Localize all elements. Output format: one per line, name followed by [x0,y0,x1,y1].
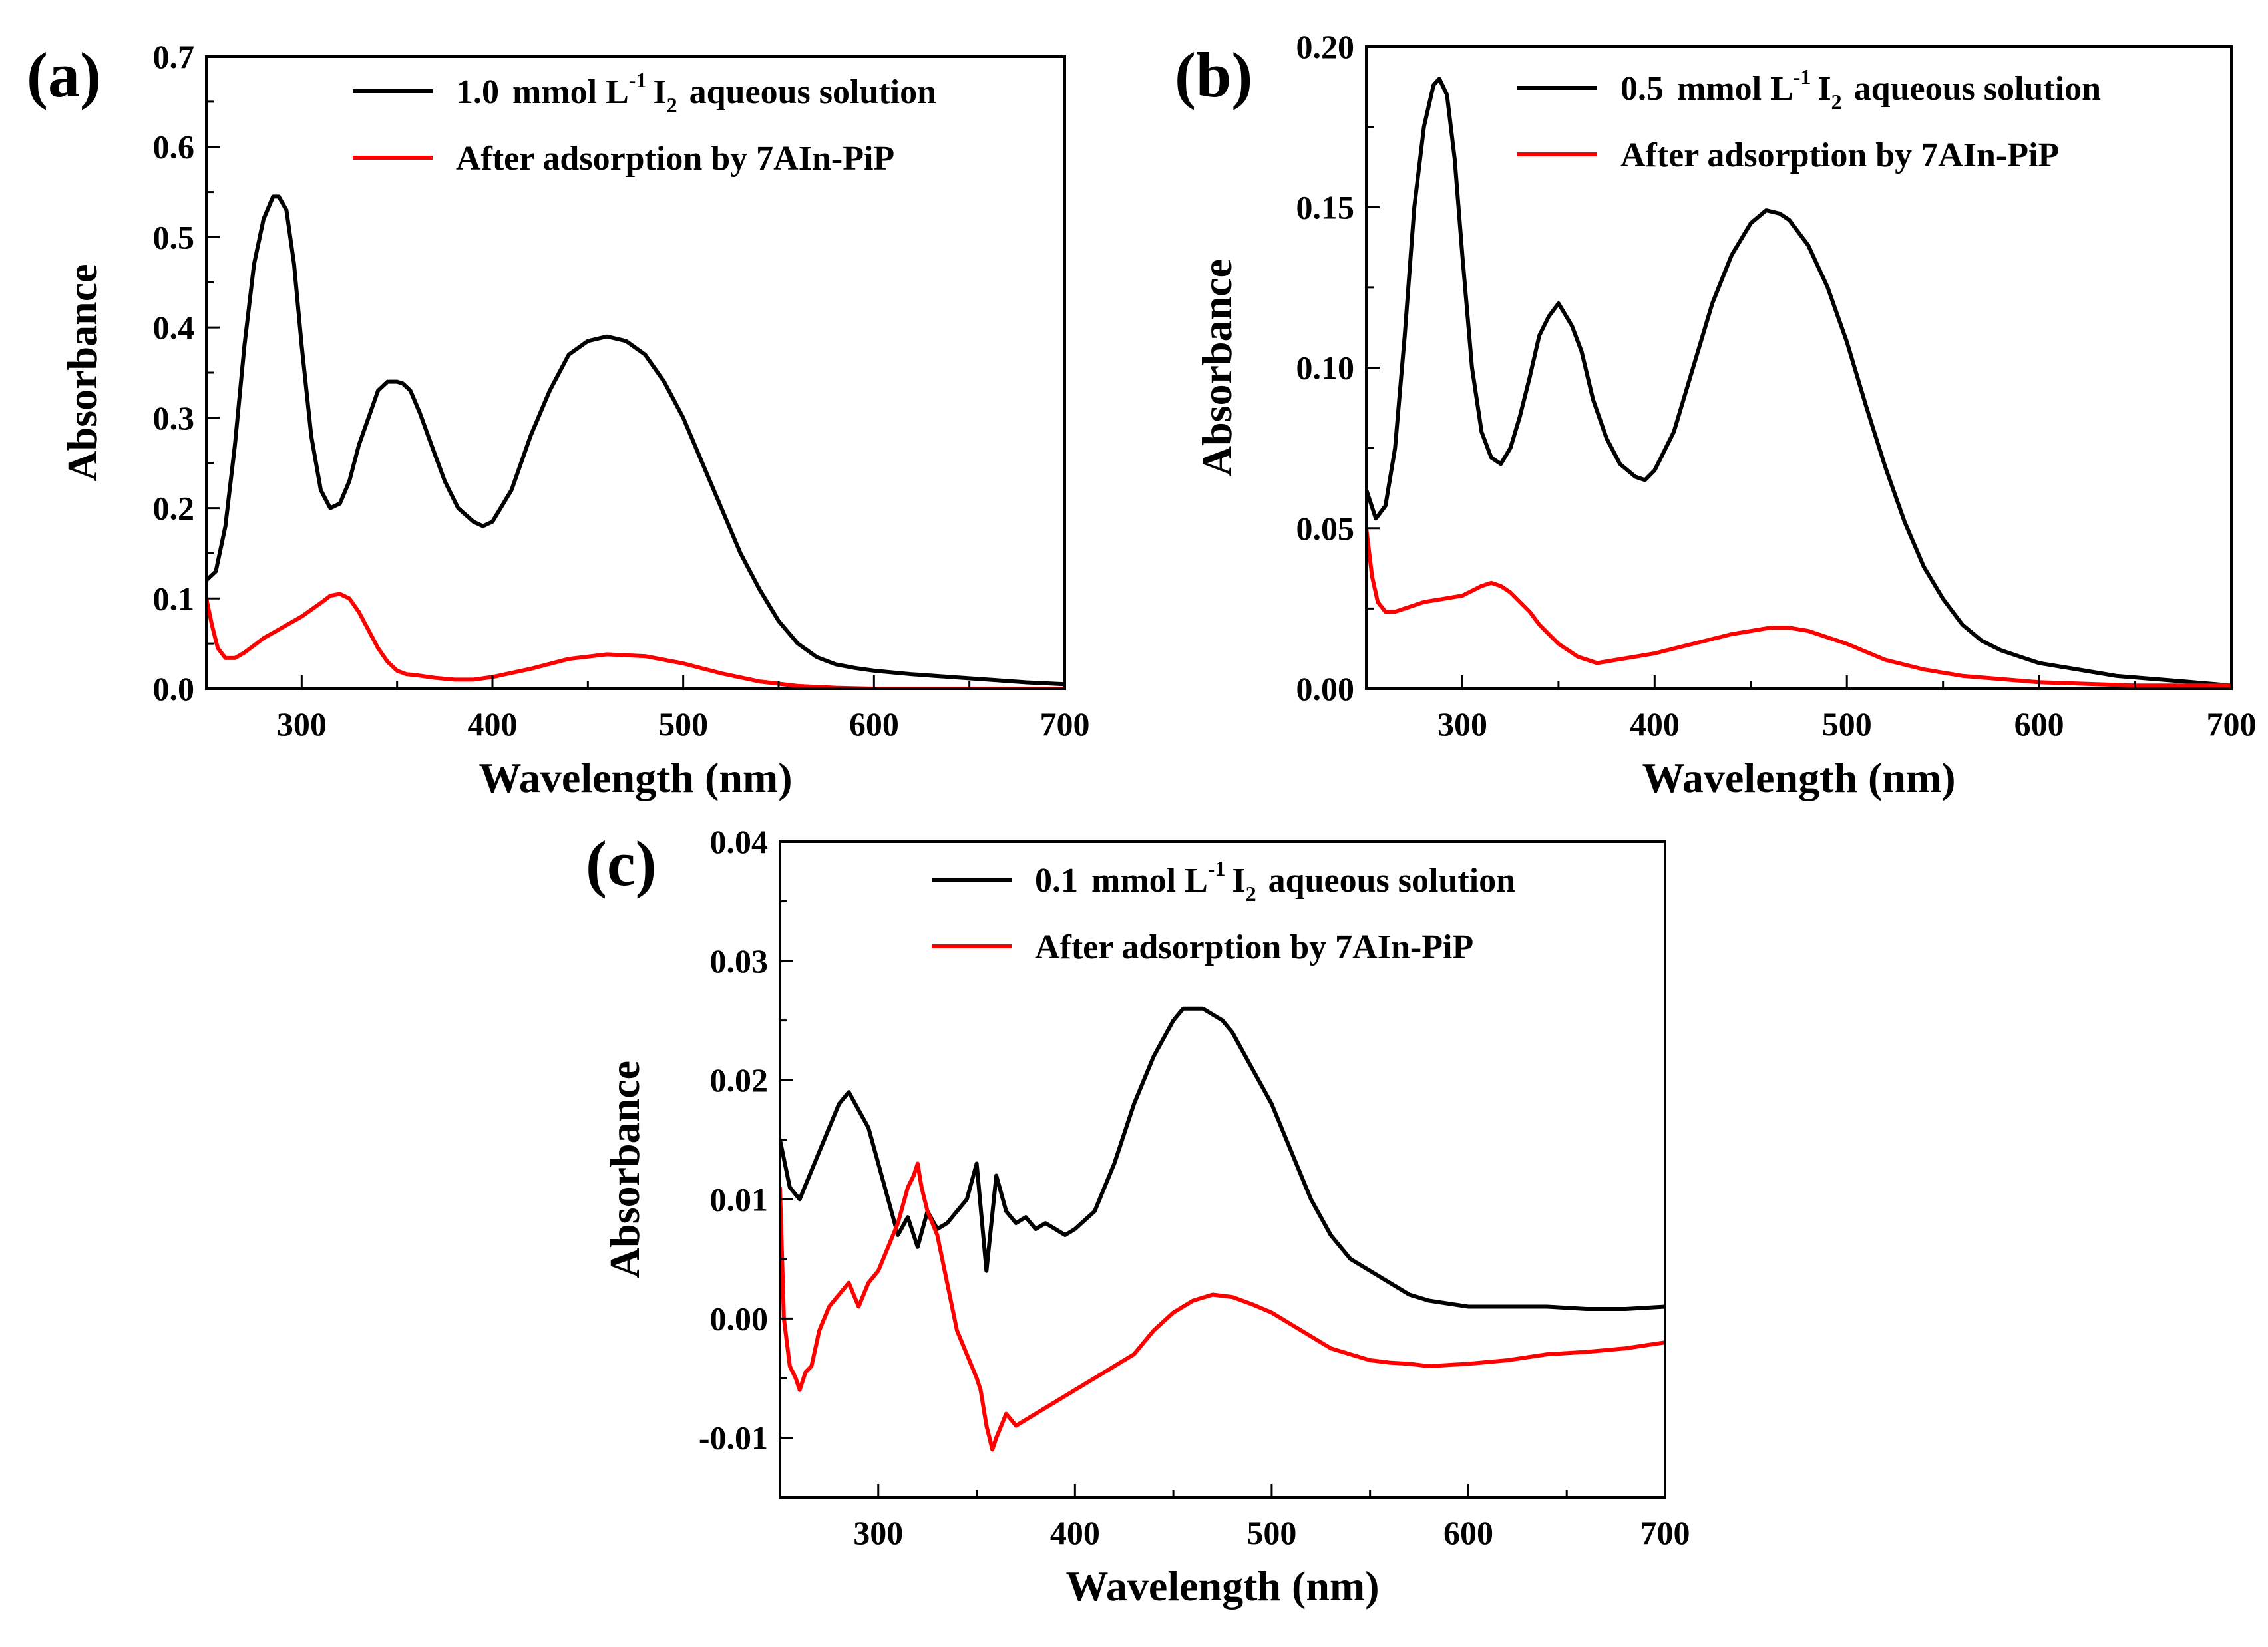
y-tick-label: 0.00 [1296,670,1355,707]
y-tick-label: 0.05 [1296,510,1355,547]
x-axis-title: Wavelength (nm) [1065,1562,1379,1610]
legend-entry-solution: 0.5 mmol L-1 I2 aqueous solution [1620,65,2101,114]
y-tick-label: 0.0 [153,670,195,707]
chart-panel-3: (c) 300 400 500 600 700 -0.01 0.00 0.01 0.02 0.03 0… [586,823,1690,1610]
x-tick-label: 400 [468,705,518,743]
y-tick-label: 0.2 [153,490,195,527]
y-axis-title: Absorbance [59,264,106,481]
x-tick-label: 700 [1040,705,1090,743]
x-tick-label: 500 [1246,1514,1296,1551]
x-tick-label: 500 [1822,705,1872,743]
legend: 0.1 mmol L-1 I2 aqueous solution After adsor… [932,856,1515,966]
x-tick-label: 300 [277,705,327,743]
y-tick-label: 0.15 [1296,188,1355,226]
legend-entry-solution: 0.1 mmol L-1 I2 aqueous solution [1035,856,1515,906]
y-tick-label: 0.01 [710,1181,769,1218]
series-line-iodine-solution [206,194,1065,687]
series-line-iodine-solution [1366,77,2231,688]
series-line-after-adsorption [1366,528,2231,688]
legend-entry-after-adsorption: After adsorption by 7AIn-PiP [1035,928,1473,966]
y-tick-label: 0.03 [710,942,769,980]
x-tick-label: 600 [849,705,899,743]
y-tick-label: 0.6 [153,128,195,166]
y-tick-label: 0.5 [153,218,195,256]
legend: 0.5 mmol L-1 I2 aqueous solution After adsor… [1517,65,2101,174]
plot-frame [779,840,1666,1499]
y-tick-label: -0.01 [699,1419,768,1456]
chart-panel-2: (b) 300 400 500 600 700 0.00 0.05 0.10 0.15 0.20 Wa… [1175,28,2257,801]
y-tick-label: 0.10 [1296,349,1355,387]
y-tick-label: 0.20 [1296,28,1355,65]
legend-entry-after-adsorption: After adsorption by 7AIn-PiP [456,140,894,178]
legend-entry-after-adsorption: After adsorption by 7AIn-PiP [1620,136,2059,174]
legend-entry-solution: 1.0 mmol L-1 I2 aqueous solution [456,68,936,117]
x-tick-label: 500 [658,705,708,743]
x-tick-label: 400 [1050,1514,1100,1551]
x-tick-label: 300 [853,1514,903,1551]
panel-label: (b) [1175,39,1252,110]
panel-label: (a) [27,39,101,110]
y-tick-label: 0.04 [710,823,769,860]
y-axis-title: Absorbance [601,1061,648,1278]
x-axis-title: Wavelength (nm) [1642,754,1955,801]
x-tick-label: 700 [1640,1514,1690,1551]
y-tick-label: 0.4 [153,309,195,346]
legend: 1.0 mmol L-1 I2 aqueous solution After adsor… [353,68,936,178]
x-tick-label: 300 [1437,705,1487,743]
x-tick-label: 700 [2207,705,2257,743]
x-tick-label: 400 [1630,705,1680,743]
y-tick-label: 0.3 [153,399,195,437]
y-tick-label: 0.00 [710,1300,769,1337]
x-axis-title: Wavelength (nm) [478,754,792,801]
x-tick-label: 600 [2014,705,2064,743]
series-line-after-adsorption [780,1161,1665,1452]
panel-label: (c) [586,828,657,899]
series-line-iodine-solution [780,1006,1665,1311]
series-line-after-adsorption [206,592,1065,689]
x-tick-label: 600 [1443,1514,1493,1551]
y-tick-label: 0.02 [710,1061,769,1099]
y-tick-label: 0.1 [153,580,195,617]
y-tick-label: 0.7 [153,38,195,75]
chart-panel-1: (a) 300 400 500 600 700 0.0 0.1 0.2 0.3 0.4 0.5 0.6 0… [27,38,1090,801]
y-axis-title: Absorbance [1193,259,1240,476]
